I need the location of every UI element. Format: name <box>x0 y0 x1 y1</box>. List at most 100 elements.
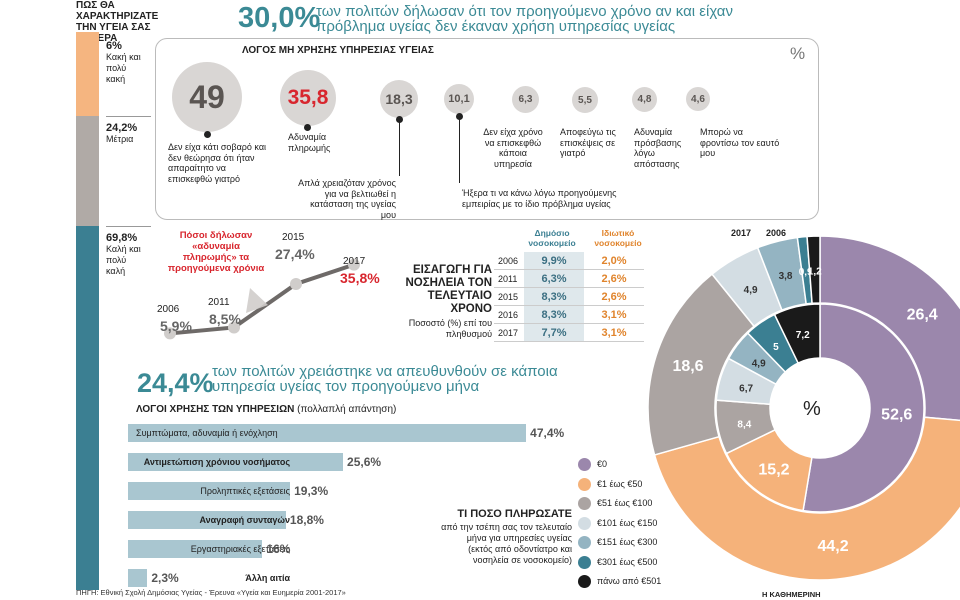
reason-value-circle: 35,8 <box>280 70 336 126</box>
brand-label: Η ΚΑΘΗΜΕΡΙΝΗ <box>762 590 821 599</box>
private-cell: 2,0% <box>584 252 644 270</box>
line-value-label: 5,9% <box>160 318 192 334</box>
reason-label: Μπορώ να φροντίσω τον εαυτό μου <box>700 127 780 158</box>
health-pct: 6% <box>106 40 122 52</box>
divider <box>106 116 151 117</box>
reason-value-circle: 4,8 <box>632 87 657 112</box>
donut-value-label: 26,4 <box>907 306 938 323</box>
service-bar-label: Εργαστηριακές εξετάσεις <box>190 544 290 554</box>
reason-value-circle: 18,3 <box>380 80 418 118</box>
connector-line <box>459 117 460 183</box>
health-bar-good <box>76 226 99 590</box>
donut-slice-2017 <box>819 235 960 422</box>
service-bar-label: Συμπτώματα, αδυναμία ή ενόχληση <box>136 428 278 438</box>
column-header-private: Ιδιωτικό νοσοκομείο <box>594 228 642 248</box>
legend-label: πάνω από €501 <box>597 576 662 586</box>
donut-value-label: 8,4 <box>737 419 751 430</box>
headline1-pct: 30,0% <box>238 2 321 34</box>
legend-swatch <box>578 555 591 569</box>
donut-value-label: 4,9 <box>752 358 766 369</box>
health-pct: 24,2% <box>106 122 138 134</box>
service-bar <box>128 424 527 442</box>
percent-unit-label: % <box>790 44 806 63</box>
year-cell: 2017 <box>494 323 524 342</box>
line-chart-note: Πόσοι δήλωσαν «αδυναμία πληρωμής» τα προ… <box>167 230 265 274</box>
payment-subtitle: από την τσέπη σας τον τελευταίο μήνα για… <box>441 522 572 565</box>
service-bar <box>128 540 263 558</box>
reason-value-circle: 49 <box>172 62 242 132</box>
reason-value-circle: 4,6 <box>686 87 710 111</box>
line-point <box>164 327 176 340</box>
donut-value-label: 6,7 <box>739 383 753 394</box>
connector-dot <box>304 124 311 131</box>
donut-slice-2006 <box>773 303 821 365</box>
legend-swatch <box>578 477 591 491</box>
service-bar <box>128 453 344 471</box>
public-cell: 6,3% <box>524 269 584 288</box>
donut-value-label: 1,2 <box>808 267 822 278</box>
services-title: ΛΟΓΟΙ ΧΡΗΣΗΣ ΤΩΝ ΥΠΗΡΕΣΙΩΝ <box>136 404 295 415</box>
reason-label: Αποφεύγω τις επισκέψεις σε γιατρό <box>560 127 616 158</box>
service-bar <box>128 511 286 529</box>
line-value-label: 8,5% <box>209 311 241 327</box>
payment-donut-chart: 26,4 44,2 18,6 4,9 3,8 0,91,2 52,6 15,2 8,4 6,7 4,… <box>647 235 960 581</box>
year-cell: 2006 <box>494 252 524 270</box>
private-cell: 2,6% <box>584 269 644 288</box>
legend-label: €101 έως €150 <box>597 517 658 528</box>
donut-value-label: 52,6 <box>881 406 912 423</box>
line-value-label: 35,8% <box>340 270 380 286</box>
table-row: 2011 6,3% 2,6% <box>494 269 644 288</box>
donut-slice-2006 <box>802 303 925 513</box>
donut-value-label: 0,9 <box>799 267 813 278</box>
year-cell: 2016 <box>494 305 524 324</box>
reason-label: Αδυναμία πληρωμής <box>288 132 331 153</box>
divider <box>106 226 151 227</box>
service-bar-label: Άλλη αιτία <box>245 573 290 583</box>
health-bar-bad <box>76 32 99 116</box>
service-bar-value: 25,6% <box>347 455 382 469</box>
line-year-label: 2015 <box>282 232 305 243</box>
donut-value-label: 4,9 <box>744 285 758 296</box>
health-bar-medium <box>76 116 99 226</box>
health-item-medium: 24,2% Μέτρια <box>106 122 156 145</box>
reason-label: Απλά χρειαζόταν χρόνος για να βελτιωθεί … <box>298 178 396 220</box>
reason-value-circle: 10,1 <box>444 84 474 114</box>
legend-swatch <box>578 575 591 588</box>
line-year-label: 2017 <box>343 256 366 267</box>
public-cell: 7,7% <box>524 323 584 342</box>
donut-slice-2017 <box>806 235 821 305</box>
reasons-title: ΛΟΓΟΣ ΜΗ ΧΡΗΣΗΣ ΥΠΗΡΕΣΙΑΣ ΥΓΕΙΑΣ <box>242 45 434 56</box>
line-value-label: 27,4% <box>275 246 315 262</box>
payment-title: ΤΙ ΠΟΣΟ ΠΛΗΡΩΣΑΤΕ <box>457 508 572 520</box>
donut-value-label: 18,6 <box>672 358 703 375</box>
services-title-row: ΛΟΓΟΙ ΧΡΗΣΗΣ ΤΩΝ ΥΠΗΡΕΣΙΩΝ (πολλαπλή απά… <box>136 404 396 415</box>
services-title-note: (πολλαπλή απάντηση) <box>297 404 397 415</box>
service-bar <box>128 482 291 500</box>
reason-label: Δεν είχα κάτι σοβαρό και δεν θεώρησα ότι… <box>168 142 267 184</box>
admission-title: ΕΙΣΑΓΩΓΗ ΓΙΑ ΝΟΣΗΛΕΙΑ ΤΟΝ ΤΕΛΕΥΤΑΙΟ ΧΡΟΝ… <box>405 264 492 315</box>
year-cell: 2015 <box>494 287 524 306</box>
admission-subtitle: Ποσοστό (%) επί του πληθυσμού <box>408 318 492 339</box>
donut-hole <box>771 359 869 457</box>
service-bar-value: 47,4% <box>530 426 565 440</box>
health-label: Μέτρια <box>106 134 134 144</box>
table-row: 2006 9,9% 2,0% <box>494 252 644 270</box>
private-cell: 3,1% <box>584 323 644 342</box>
donut-value-label: 7,2 <box>796 330 810 341</box>
donut-year-inner: 2006 <box>766 228 787 238</box>
headline2-pct: 24,4% <box>137 368 214 398</box>
line-point <box>228 321 240 334</box>
service-bar-label: Αντιμετώπιση χρόνιου νοσήματος <box>143 457 290 467</box>
service-bar-value: 16% <box>266 542 291 556</box>
connector-line <box>399 120 400 176</box>
service-bar-value: 2,3% <box>151 571 179 585</box>
line-year-label: 2011 <box>208 297 230 308</box>
legend-swatch <box>578 536 591 549</box>
reasons-panel <box>155 38 819 220</box>
line-series <box>169 262 355 336</box>
headline2-text: των πολιτών χρειάστηκε να απευθυνθούν σε… <box>212 363 558 395</box>
service-bar-value: 18,8% <box>289 513 324 527</box>
legend-swatch <box>578 458 591 471</box>
health-label: Καλή και πολύ καλή <box>106 244 141 276</box>
service-bar-label: Προληπτικές εξετάσεις <box>200 486 290 496</box>
